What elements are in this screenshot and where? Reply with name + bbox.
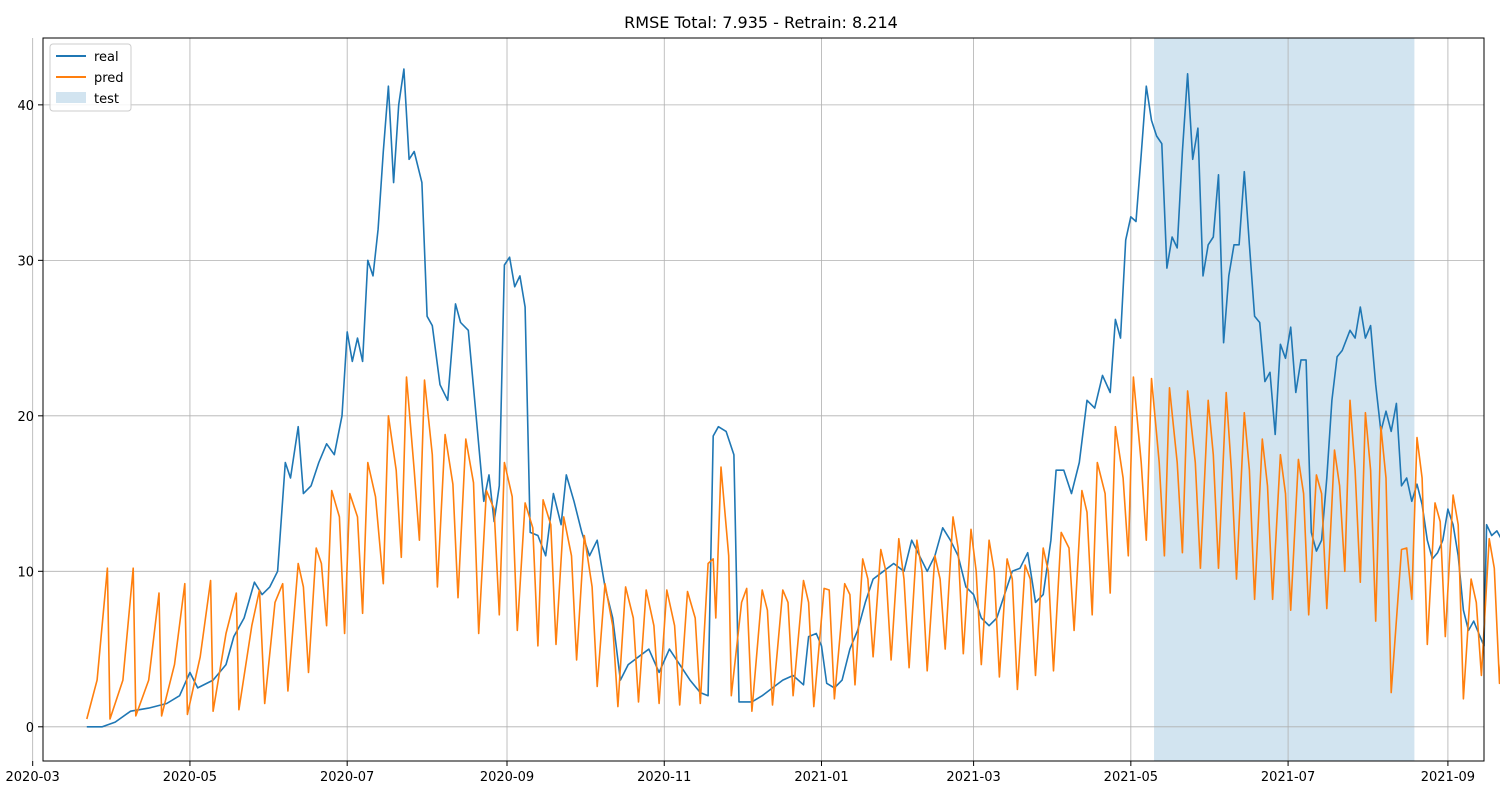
test-span [1154,38,1415,761]
x-tick-label: 2020-09 [480,770,534,785]
y-tick-label: 10 [17,565,34,580]
test-span-layer [1154,38,1415,761]
y-tick-label: 20 [17,410,34,425]
x-tick-label: 2021-03 [946,770,1000,785]
y-axis-ticks: 0 10 20 30 40 [17,99,43,736]
series-line-real [86,68,1500,728]
x-tick-label: 2020-05 [163,770,217,785]
series-layer [86,68,1500,728]
legend-label-pred: pred [94,71,124,86]
x-tick-label: 2021-09 [1421,770,1475,785]
legend-swatch-test [56,92,86,103]
plot-frame [42,37,1485,762]
legend: real pred test [49,43,132,112]
chart-title: RMSE Total: 7.935 - Retrain: 8.214 [624,13,898,32]
x-axis-ticks: 2020-03 2020-05 2020-07 2020-09 2020-11 2021-… [6,761,1475,785]
legend-box [49,43,132,112]
series-line-pred [86,376,1500,720]
x-tick-label: 2020-07 [320,770,374,785]
y-tick-label: 30 [17,254,34,269]
y-tick-label: 0 [26,721,34,736]
x-tick-label: 2021-05 [1104,770,1158,785]
x-tick-label: 2021-01 [794,770,848,785]
legend-label-real: real [94,50,119,65]
grid-layer [32,38,1484,761]
x-tick-label: 2020-03 [6,770,60,785]
legend-label-test: test [94,92,119,107]
x-tick-label: 2021-07 [1261,770,1315,785]
y-tick-label: 40 [17,99,34,114]
x-tick-label: 2020-11 [637,770,691,785]
